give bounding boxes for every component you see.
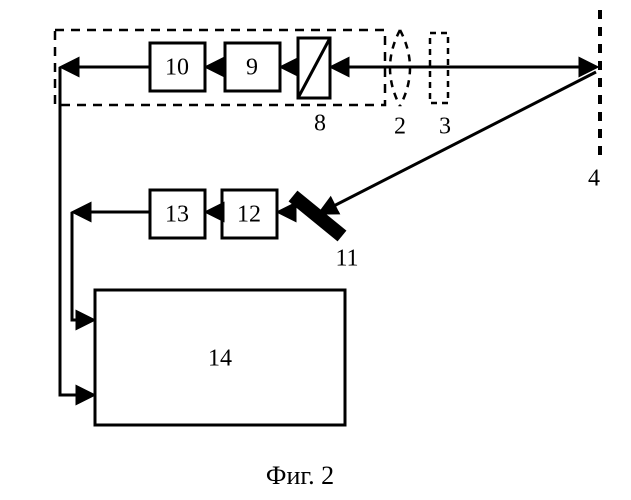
block-13: 13: [150, 190, 205, 238]
beam-diagonal: [320, 72, 596, 213]
label-12: 12: [237, 202, 261, 228]
path-mid-to-14: [72, 212, 93, 320]
label-9: 9: [246, 55, 258, 81]
label-14: 14: [208, 346, 232, 372]
block-9: 9: [225, 43, 280, 91]
label-10: 10: [165, 55, 189, 81]
block-11: [293, 196, 342, 236]
block-12: 12: [222, 190, 277, 238]
ext-label-4: 4: [588, 166, 600, 192]
block-14: 14: [95, 290, 345, 425]
block-10: 10: [150, 43, 205, 91]
label-13: 13: [165, 202, 189, 228]
ext-label-11: 11: [335, 246, 358, 272]
polarizer-8: [298, 38, 330, 98]
ext-label-2: 2: [394, 114, 406, 140]
ext-label-3: 3: [439, 114, 451, 140]
figure-caption: Фиг. 2: [266, 461, 334, 490]
path-top-to-14: [60, 67, 93, 395]
ext-label-8: 8: [314, 111, 326, 137]
